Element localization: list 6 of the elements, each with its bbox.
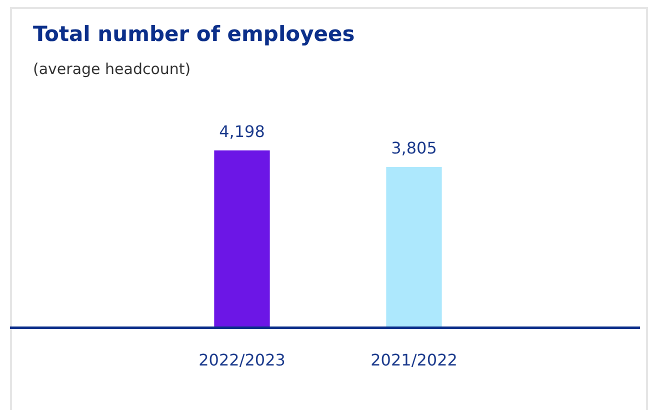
x-tick-label: 2021/2022 (370, 350, 458, 370)
chart-title: Total number of employees (33, 22, 355, 46)
data-label: 4,198 (219, 122, 265, 141)
data-label: 3,805 (391, 138, 437, 158)
chart-subtitle: (average headcount) (33, 60, 191, 78)
x-tick-label: 2022/2023 (198, 350, 286, 370)
